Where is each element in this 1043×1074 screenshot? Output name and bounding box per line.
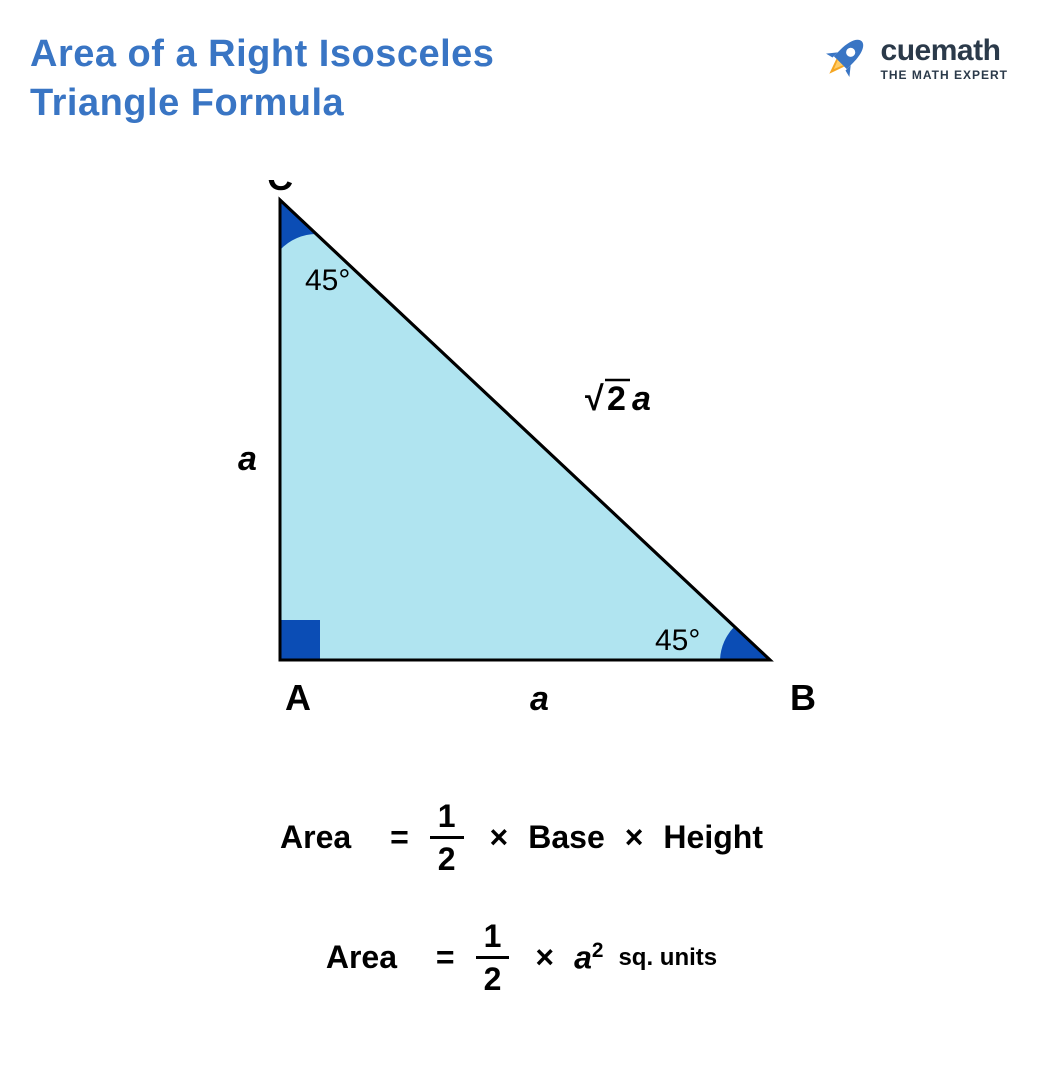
- formula1-base: Base: [528, 819, 605, 856]
- formula2-var: a2: [574, 939, 603, 977]
- formula2-mult: ×: [535, 939, 554, 976]
- triangle-diagram: A B C a a √ 2 a 45° 45°: [200, 180, 840, 740]
- vertex-a-label: A: [285, 677, 311, 718]
- formula1-eq: =: [390, 819, 409, 856]
- side-ca-label: a: [238, 440, 257, 478]
- side-cb-label: √ 2 a: [585, 380, 651, 418]
- side-ab-label: a: [530, 680, 549, 718]
- formula2-eq: =: [436, 939, 455, 976]
- right-angle-marker: [280, 620, 320, 660]
- triangle-svg: A B C a a √ 2 a 45° 45°: [200, 180, 840, 740]
- angle-c-label: 45°: [305, 264, 350, 297]
- formula1-mult2: ×: [625, 819, 644, 856]
- formula2-lhs: Area: [326, 939, 397, 976]
- formula-block: Area = 1 2 × Base × Height Area = 1 2 × …: [0, 800, 1043, 995]
- logo-text-block: cuemath THE MATH EXPERT: [881, 34, 1008, 82]
- frac1-num: 1: [430, 800, 464, 839]
- frac1-den: 2: [430, 839, 464, 875]
- formula-line2: Area = 1 2 × a2 sq. units: [326, 920, 717, 995]
- brand-logo: cuemath THE MATH EXPERT: [818, 30, 1008, 85]
- vertex-c-label: C: [267, 180, 293, 198]
- svg-text:2: 2: [607, 380, 626, 418]
- frac2-num: 1: [476, 920, 510, 959]
- svg-text:√: √: [585, 380, 604, 418]
- title-line2: Triangle Formula: [30, 82, 344, 124]
- vertex-b-label: B: [790, 677, 816, 718]
- formula1-fraction: 1 2: [430, 800, 464, 875]
- formula2-fraction: 1 2: [476, 920, 510, 995]
- formula-line1: Area = 1 2 × Base × Height: [280, 800, 763, 875]
- logo-name: cuemath: [881, 34, 1008, 68]
- formula1-lhs: Area: [280, 819, 351, 856]
- logo-tagline: THE MATH EXPERT: [881, 68, 1008, 82]
- svg-text:a: a: [632, 380, 651, 418]
- rocket-icon: [818, 30, 873, 85]
- page-title: Area of a Right Isosceles Triangle Formu…: [30, 30, 494, 129]
- formula2-units: sq. units: [618, 944, 717, 972]
- formula1-height: Height: [663, 819, 763, 856]
- frac2-den: 2: [476, 959, 510, 995]
- formula1-mult1: ×: [490, 819, 509, 856]
- angle-b-label: 45°: [655, 624, 700, 657]
- title-line1: Area of a Right Isosceles: [30, 33, 494, 75]
